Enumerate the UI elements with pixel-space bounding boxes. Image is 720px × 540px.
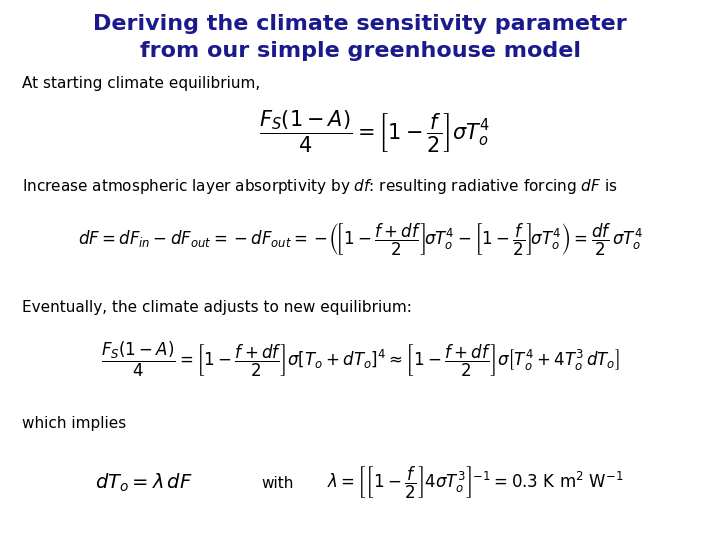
Text: $\dfrac{F_S(1-A)}{4} = \left[1-\dfrac{f}{2}\right]\sigma T_o^4$: $\dfrac{F_S(1-A)}{4} = \left[1-\dfrac{f}…	[258, 109, 490, 156]
Text: $\lambda = \left[\left[1-\dfrac{f}{2}\right]4\sigma T_o^3\right]^{-1} = 0.3\ \ma: $\lambda = \left[\left[1-\dfrac{f}{2}\ri…	[327, 465, 624, 502]
Text: At starting climate equilibrium,: At starting climate equilibrium,	[22, 76, 260, 91]
Text: with: with	[261, 476, 293, 491]
Text: $\dfrac{F_S(1-A)}{4} = \left[1-\dfrac{f+df}{2}\right]\sigma\left[T_o+dT_o\right]: $\dfrac{F_S(1-A)}{4} = \left[1-\dfrac{f+…	[101, 340, 619, 379]
Text: Eventually, the climate adjusts to new equilibrium:: Eventually, the climate adjusts to new e…	[22, 300, 411, 315]
Text: Deriving the climate sensitivity parameter: Deriving the climate sensitivity paramet…	[93, 14, 627, 35]
Text: $dT_o = \lambda\, dF$: $dT_o = \lambda\, dF$	[95, 472, 193, 495]
Text: Increase atmospheric layer absorptivity by $df$: resulting radiative forcing $dF: Increase atmospheric layer absorptivity …	[22, 177, 617, 196]
Text: $dF = dF_{in} - dF_{out} = -dF_{out} = -\!\left(\!\left[1-\dfrac{f+df}{2}\right]: $dF = dF_{in} - dF_{out} = -dF_{out} = -…	[78, 222, 642, 259]
Text: from our simple greenhouse model: from our simple greenhouse model	[140, 41, 580, 62]
Text: which implies: which implies	[22, 416, 126, 431]
